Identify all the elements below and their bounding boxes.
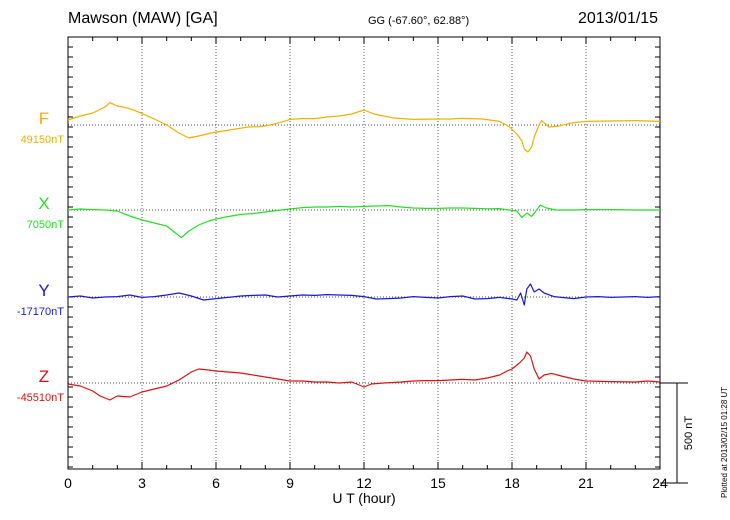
series-name-Z: Z [39, 367, 49, 386]
series-name-F: F [39, 109, 49, 128]
station-coordinates: GG (-67.60°, 62.88°) [368, 15, 470, 27]
series-baseline-F: 49150nT [21, 134, 65, 146]
series-name-X: X [38, 194, 49, 213]
x-tick-label-3: 3 [138, 475, 146, 491]
x-tick-label-15: 15 [430, 475, 446, 491]
series-baseline-X: 7050nT [27, 219, 65, 231]
x-tick-label-12: 12 [356, 475, 372, 491]
series-line-Y [67, 283, 661, 306]
series-baseline-Y: -17170nT [17, 306, 64, 318]
series-name-Y: Y [38, 281, 49, 300]
x-tick-label-6: 6 [212, 475, 220, 491]
x-axis-label: U T (hour) [332, 490, 395, 506]
series-line-F [67, 101, 661, 153]
x-tick-label-21: 21 [578, 475, 594, 491]
chart-date: 2013/01/15 [578, 10, 659, 27]
scale-bar-label: 500 nT [683, 416, 695, 451]
series-baseline-Z: -45510nT [17, 392, 64, 404]
x-tick-label-9: 9 [286, 475, 294, 491]
x-tick-label-18: 18 [504, 475, 520, 491]
series-line-X [67, 204, 660, 239]
station-title: Mawson (MAW) [GA] [68, 10, 218, 27]
x-tick-label-0: 0 [64, 475, 72, 491]
series-line-Z [67, 351, 661, 401]
plotted-timestamp: Plotted at 2013/02/15 01:28 UT [720, 386, 729, 498]
